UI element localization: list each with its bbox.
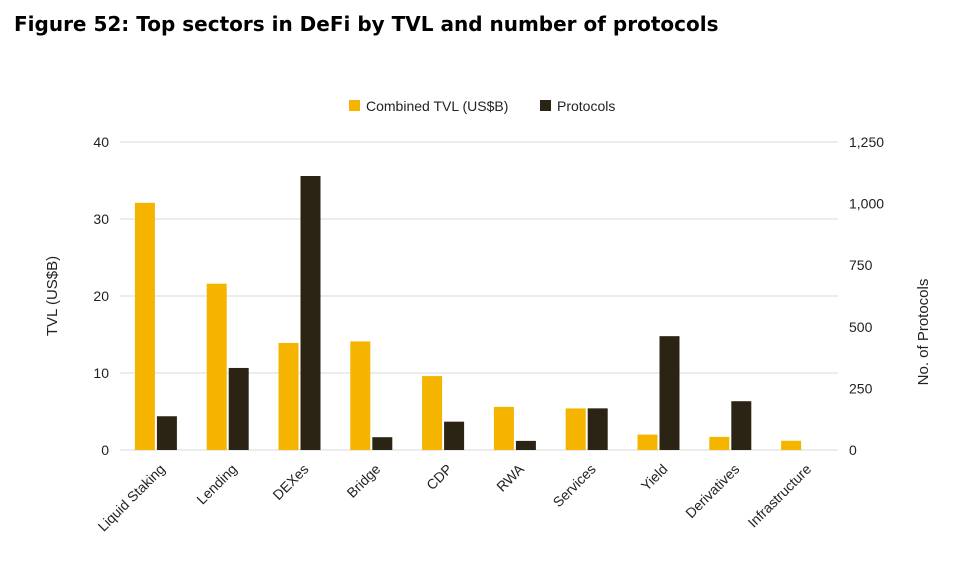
y-right-tick-label: 500 xyxy=(849,319,873,335)
bar-tvl xyxy=(278,342,299,450)
y-right-tick-label: 1,000 xyxy=(849,196,884,212)
x-category-label: RWA xyxy=(493,460,527,494)
bar-protocols xyxy=(228,367,249,450)
x-category-label: Derivatives xyxy=(682,461,742,521)
bar-tvl xyxy=(493,406,514,450)
x-category-label: Bridge xyxy=(343,461,383,501)
x-category-label: Services xyxy=(550,461,599,510)
figure-title: Figure 52: Top sectors in DeFi by TVL an… xyxy=(14,12,719,36)
bar-protocols xyxy=(587,408,608,450)
bar-tvl xyxy=(709,436,730,450)
y-right-axis-title: No. of Protocols xyxy=(915,279,932,386)
bar-protocols xyxy=(731,401,752,450)
y-right-tick-label: 1,250 xyxy=(849,134,884,150)
x-category-label: Infrastructure xyxy=(745,461,815,531)
gridlines xyxy=(120,141,838,451)
y-left-tick-label: 30 xyxy=(93,211,109,227)
bar-tvl xyxy=(781,440,802,450)
bar-tvl xyxy=(350,341,371,450)
bar-protocols xyxy=(515,440,536,450)
bar-protocols xyxy=(444,421,465,450)
bar-tvl xyxy=(637,434,658,450)
bar-tvl xyxy=(134,202,155,450)
bar-protocols xyxy=(372,437,393,450)
legend-swatch-protocols xyxy=(540,100,551,111)
bar-tvl xyxy=(422,376,443,450)
y-left-tick-label: 10 xyxy=(93,365,109,381)
y-left-tick-label: 0 xyxy=(101,442,109,458)
legend-swatch-tvl xyxy=(349,100,360,111)
x-category-label: Lending xyxy=(193,461,240,508)
legend-label-tvl: Combined TVL (US$B) xyxy=(366,98,508,114)
y-right-tick-label: 750 xyxy=(849,257,873,273)
x-category-label: CDP xyxy=(423,461,455,493)
bar-tvl xyxy=(565,408,586,450)
legend-label-protocols: Protocols xyxy=(557,98,615,114)
bars xyxy=(134,176,802,450)
x-category-label: DEXes xyxy=(269,461,311,503)
bar-protocols xyxy=(156,416,177,450)
x-category-label: Liquid Staking xyxy=(95,461,169,535)
y-left-axis-title: TVL (US$B) xyxy=(44,256,61,336)
axes: 0 10 20 30 40 0 250 500 750 1,000 1,250 TVL (US$B) N… xyxy=(44,134,932,534)
x-category-label: Yield xyxy=(638,461,671,494)
legend: Combined TVL (US$B) Protocols xyxy=(349,98,615,114)
bar-protocols xyxy=(300,176,321,450)
bar-tvl xyxy=(206,283,227,450)
y-left-tick-label: 20 xyxy=(93,288,109,304)
y-left-tick-label: 40 xyxy=(93,134,109,150)
y-right-tick-label: 0 xyxy=(849,442,857,458)
bar-protocols xyxy=(659,336,680,450)
y-right-tick-label: 250 xyxy=(849,380,873,396)
